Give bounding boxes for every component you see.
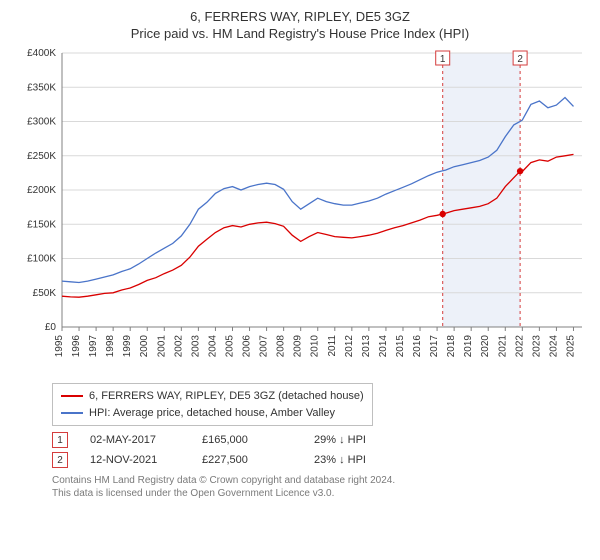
x-tick-label: 2022 [514, 335, 525, 358]
legend-row: 6, FERRERS WAY, RIPLEY, DE5 3GZ (detache… [61, 388, 364, 405]
sale-point [517, 168, 523, 174]
legend-label: 6, FERRERS WAY, RIPLEY, DE5 3GZ (detache… [89, 388, 364, 405]
x-tick-label: 2009 [293, 335, 304, 358]
legend-row: HPI: Average price, detached house, Ambe… [61, 405, 364, 422]
x-tick-label: 2024 [548, 335, 559, 358]
x-tick-label: 2010 [310, 335, 321, 358]
x-tick-label: 2006 [242, 335, 253, 358]
sale-marker-label: 1 [440, 54, 446, 65]
legend-swatch [61, 395, 83, 397]
legend-label: HPI: Average price, detached house, Ambe… [89, 405, 335, 422]
y-tick-label: £350K [27, 82, 56, 93]
chart-svg: £0 £50K £100K £150K £200K £250K £300K £350K £400… [12, 47, 588, 377]
sale-marker-box: 2 [52, 452, 68, 468]
sale-row: 2 12-NOV-2021 £227,500 23% ↓ HPI [52, 452, 588, 468]
x-tick-label: 2005 [224, 335, 235, 358]
x-tick-label: 1996 [71, 335, 82, 358]
footer-line-1: Contains HM Land Registry data © Crown c… [52, 474, 588, 487]
x-tick-label: 2020 [480, 335, 491, 358]
footer-attribution: Contains HM Land Registry data © Crown c… [52, 474, 588, 500]
x-tick-label: 2023 [531, 335, 542, 358]
sale-delta: 23% ↓ HPI [314, 454, 404, 466]
x-tick-label: 2025 [565, 335, 576, 358]
y-tick-label: £0 [45, 322, 57, 333]
chart-plot: £0 £50K £100K £150K £200K £250K £300K £350K £400… [12, 47, 588, 377]
x-tick-label: 2017 [429, 335, 440, 358]
x-tick-label: 1999 [122, 335, 133, 358]
sale-price: £227,500 [202, 454, 292, 466]
x-tick-label: 2000 [139, 335, 150, 358]
y-tick-label: £400K [27, 48, 56, 59]
x-tick-label: 2018 [446, 335, 457, 358]
chart-title: 6, FERRERS WAY, RIPLEY, DE5 3GZ [12, 8, 588, 26]
x-tick-label: 2015 [395, 335, 406, 358]
x-tick-label: 2011 [327, 335, 338, 357]
sale-marker-box: 1 [52, 432, 68, 448]
y-tick-label: £150K [27, 219, 56, 230]
sale-point [440, 211, 446, 217]
x-tick-label: 2016 [412, 335, 423, 358]
x-tick-label: 2008 [276, 335, 287, 358]
x-tick-label: 2012 [344, 335, 355, 358]
sale-date: 12-NOV-2021 [90, 454, 180, 466]
legend-swatch [61, 412, 83, 414]
x-tick-label: 1998 [105, 335, 116, 358]
sale-price: £165,000 [202, 434, 292, 446]
chart-container: 6, FERRERS WAY, RIPLEY, DE5 3GZ Price pa… [0, 0, 600, 560]
x-tick-label: 2007 [259, 335, 270, 358]
sales-table: 1 02-MAY-2017 £165,000 29% ↓ HPI 2 12-NOV-202… [52, 432, 588, 468]
y-tick-label: £100K [27, 254, 56, 265]
y-tick-label: £250K [27, 151, 56, 162]
sale-delta: 29% ↓ HPI [314, 434, 404, 446]
x-tick-label: 2003 [190, 335, 201, 358]
y-tick-label: £300K [27, 117, 56, 128]
x-tick-label: 1995 [54, 335, 65, 358]
x-tick-label: 2014 [378, 335, 389, 358]
x-tick-label: 2013 [361, 335, 372, 358]
footer-line-2: This data is licensed under the Open Gov… [52, 487, 588, 500]
y-tick-label: £200K [27, 185, 56, 196]
sale-marker-label: 2 [517, 54, 523, 65]
x-tick-label: 2001 [156, 335, 167, 358]
chart-subtitle: Price paid vs. HM Land Registry's House … [12, 26, 588, 41]
x-tick-label: 2021 [497, 335, 508, 358]
x-tick-label: 2002 [173, 335, 184, 358]
x-tick-label: 2004 [207, 335, 218, 358]
sale-date: 02-MAY-2017 [90, 434, 180, 446]
sale-row: 1 02-MAY-2017 £165,000 29% ↓ HPI [52, 432, 588, 448]
x-tick-label: 1997 [88, 335, 99, 358]
x-tick-label: 2019 [463, 335, 474, 358]
legend: 6, FERRERS WAY, RIPLEY, DE5 3GZ (detache… [52, 383, 373, 426]
y-tick-label: £50K [33, 288, 57, 299]
